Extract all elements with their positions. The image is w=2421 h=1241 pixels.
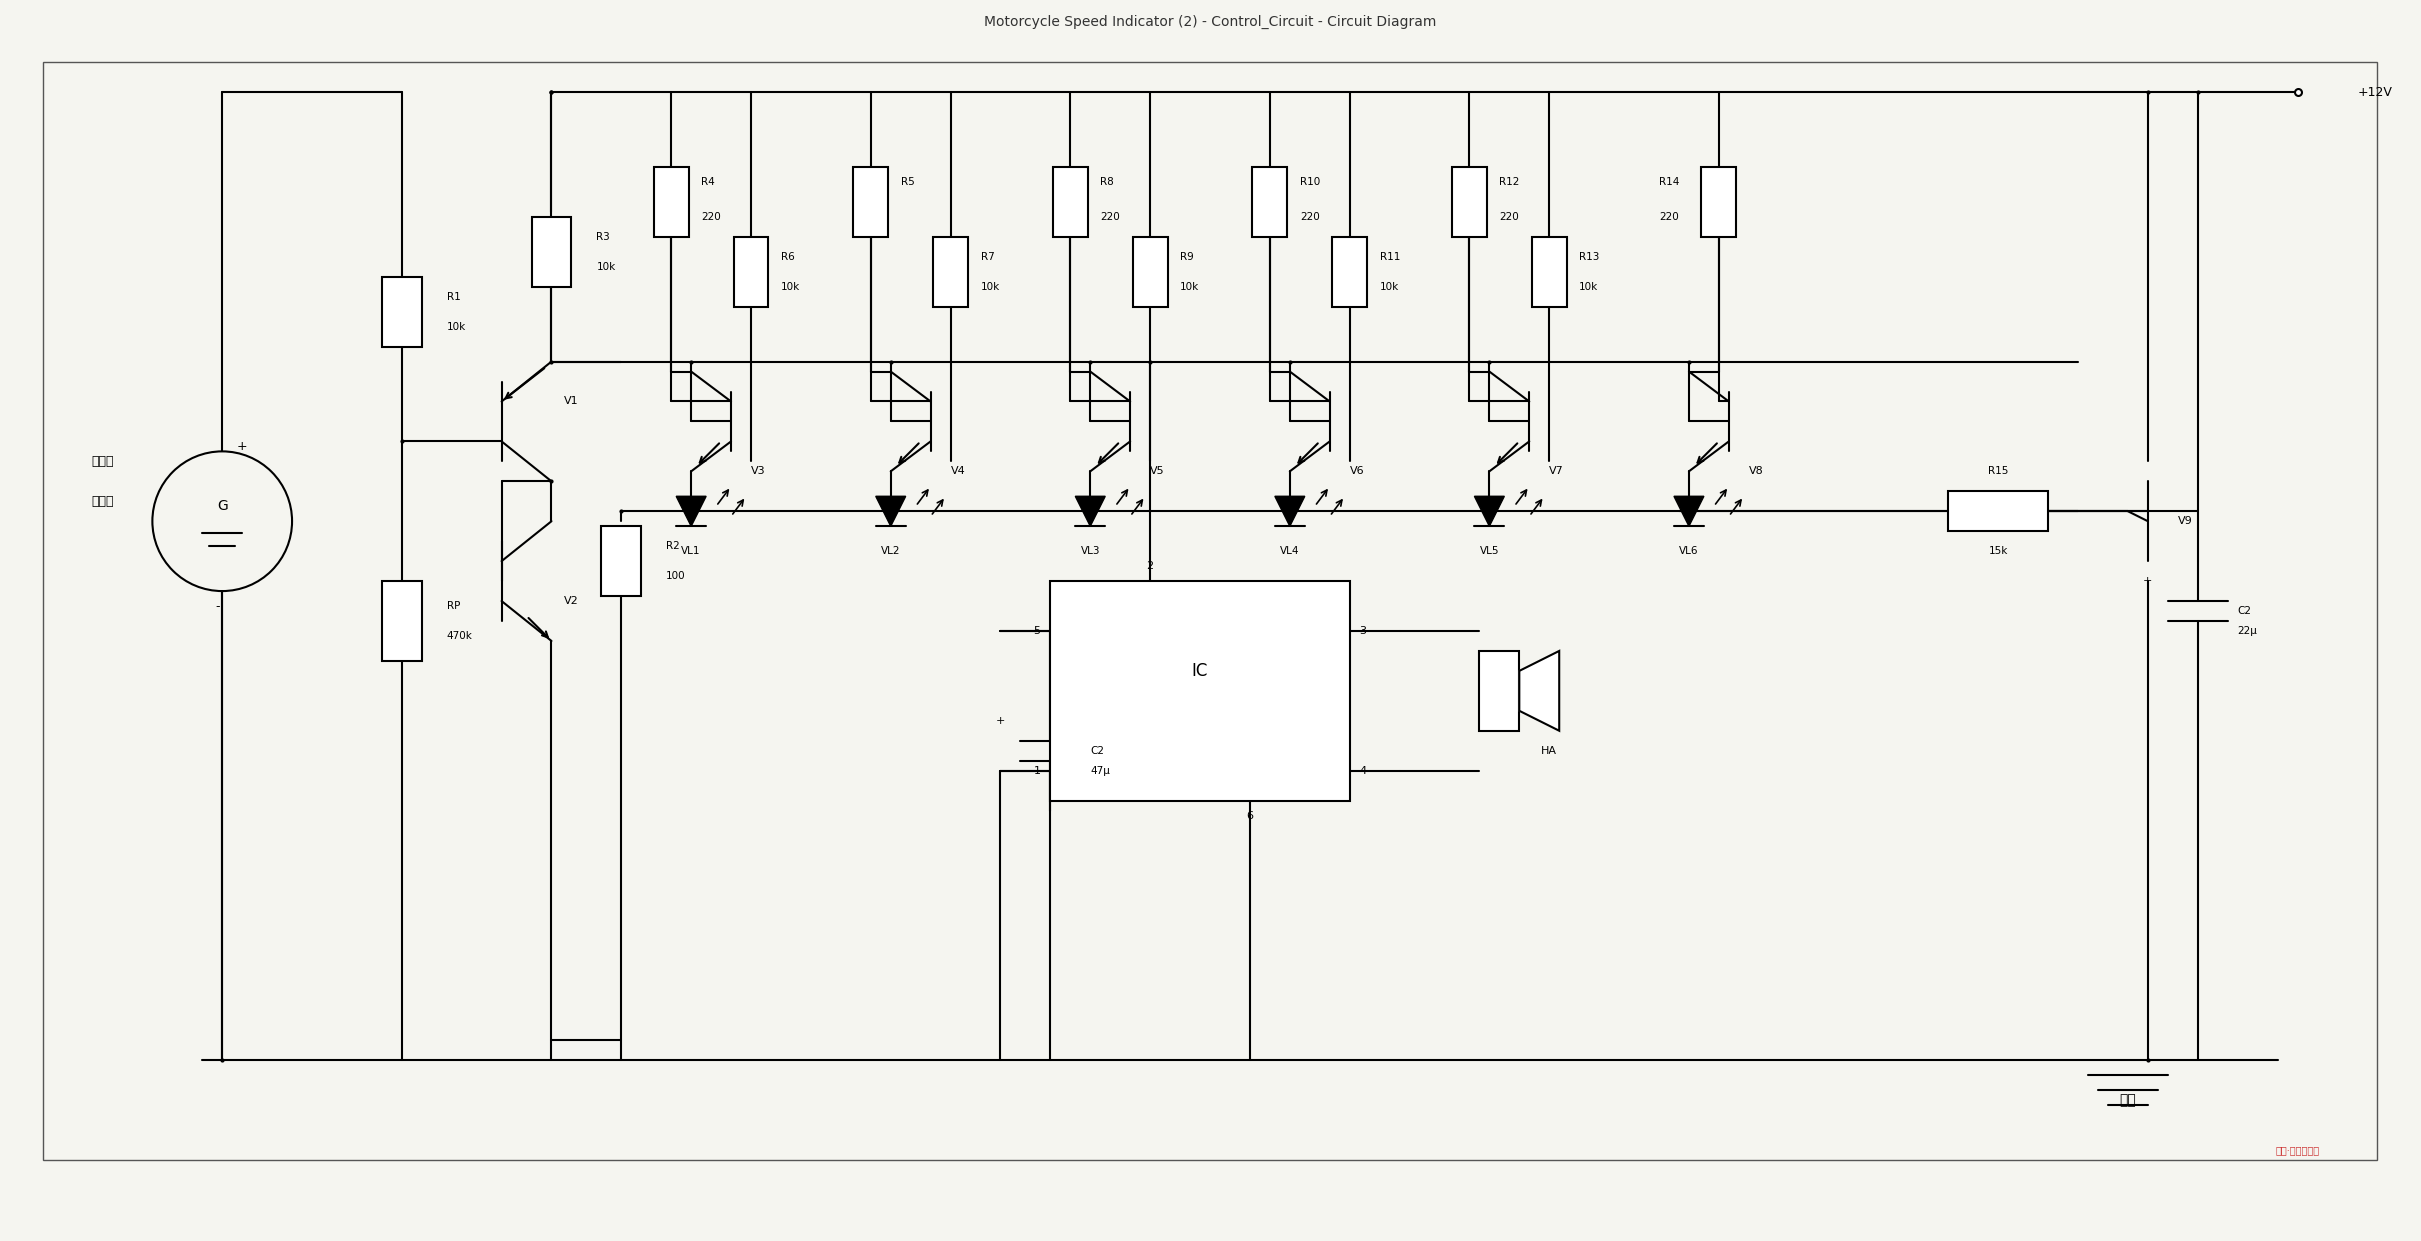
Text: 摩托车: 摩托车: [92, 455, 114, 468]
Bar: [654, 168, 688, 237]
Bar: [1332, 237, 1368, 307]
Bar: [44, 62, 2377, 1160]
Text: C2: C2: [2237, 606, 2252, 616]
Text: G: G: [218, 499, 228, 514]
Bar: [1949, 491, 2048, 531]
Text: V2: V2: [564, 596, 579, 606]
Text: V5: V5: [1150, 467, 1165, 477]
Bar: [1252, 168, 1288, 237]
Text: 搭铁: 搭铁: [2118, 1093, 2135, 1107]
Text: V9: V9: [2179, 516, 2193, 526]
Polygon shape: [1520, 652, 1559, 731]
Text: VL1: VL1: [680, 546, 702, 556]
Text: R6: R6: [782, 252, 794, 262]
Polygon shape: [1673, 496, 1704, 526]
Text: 10k: 10k: [981, 282, 1000, 292]
Text: R4: R4: [702, 177, 714, 187]
Polygon shape: [675, 496, 707, 526]
Polygon shape: [876, 496, 905, 526]
Text: +: +: [995, 716, 1005, 726]
Bar: [932, 237, 968, 307]
Bar: [1453, 168, 1486, 237]
Text: 47µ: 47µ: [1089, 766, 1111, 776]
Text: 10k: 10k: [596, 262, 615, 272]
Text: 发电机: 发电机: [92, 495, 114, 508]
Text: HA: HA: [1542, 746, 1557, 756]
Bar: [1532, 237, 1566, 307]
Bar: [383, 581, 421, 661]
Polygon shape: [1474, 496, 1503, 526]
Text: 22µ: 22µ: [2237, 625, 2256, 635]
Text: VL4: VL4: [1281, 546, 1300, 556]
Text: R9: R9: [1179, 252, 1194, 262]
Text: 10k: 10k: [782, 282, 801, 292]
Bar: [852, 168, 889, 237]
Text: 220: 220: [1099, 212, 1121, 222]
Bar: [1133, 237, 1167, 307]
Text: R1: R1: [448, 292, 460, 302]
Text: R3: R3: [596, 232, 610, 242]
Text: +: +: [2143, 576, 2152, 586]
Text: VL6: VL6: [1680, 546, 1700, 556]
Bar: [1051, 581, 1348, 800]
Text: IC: IC: [1191, 661, 1208, 680]
Bar: [1702, 168, 1736, 237]
Text: V1: V1: [564, 396, 579, 407]
Text: 220: 220: [1499, 212, 1518, 222]
Text: R12: R12: [1499, 177, 1520, 187]
Text: V7: V7: [1549, 467, 1564, 477]
Text: 220: 220: [1658, 212, 1678, 222]
Text: 维库·电子市场网: 维库·电子市场网: [2276, 1144, 2319, 1155]
Text: RP: RP: [448, 601, 460, 611]
Text: R10: R10: [1300, 177, 1319, 187]
Text: R14: R14: [1658, 177, 1680, 187]
Text: V4: V4: [951, 467, 966, 477]
Text: R7: R7: [981, 252, 995, 262]
Bar: [383, 277, 421, 346]
Text: 10k: 10k: [1179, 282, 1198, 292]
Text: VL5: VL5: [1479, 546, 1499, 556]
Text: 5: 5: [1034, 625, 1041, 635]
Text: 6: 6: [1247, 810, 1254, 820]
Text: 15k: 15k: [1988, 546, 2007, 556]
Text: R5: R5: [901, 177, 915, 187]
Text: VL2: VL2: [881, 546, 901, 556]
Polygon shape: [1520, 652, 1559, 731]
Text: 10k: 10k: [1578, 282, 1598, 292]
Text: R13: R13: [1578, 252, 1600, 262]
Text: R2: R2: [666, 541, 680, 551]
Text: VL3: VL3: [1080, 546, 1099, 556]
Text: 3: 3: [1361, 625, 1368, 635]
Text: R8: R8: [1099, 177, 1114, 187]
Text: 220: 220: [1300, 212, 1319, 222]
Text: 100: 100: [666, 571, 685, 581]
Text: +: +: [237, 439, 247, 453]
Text: V8: V8: [1748, 467, 1762, 477]
Text: C2: C2: [1089, 746, 1104, 756]
Text: V6: V6: [1348, 467, 1365, 477]
Bar: [533, 217, 571, 287]
Text: R11: R11: [1380, 252, 1399, 262]
Text: +12V: +12V: [2358, 86, 2392, 99]
Text: Motorcycle Speed Indicator (2) - Control_Circuit - Circuit Diagram: Motorcycle Speed Indicator (2) - Control…: [983, 15, 1436, 30]
Text: 4: 4: [1361, 766, 1368, 776]
Text: -: -: [215, 599, 220, 613]
Text: 470k: 470k: [448, 630, 472, 640]
Text: 2: 2: [1148, 561, 1155, 571]
Text: R15: R15: [1988, 467, 2009, 477]
Text: 220: 220: [702, 212, 721, 222]
Bar: [1479, 652, 1520, 731]
Text: 10k: 10k: [448, 321, 465, 331]
Text: 1: 1: [1034, 766, 1041, 776]
Polygon shape: [1276, 496, 1305, 526]
Polygon shape: [1075, 496, 1106, 526]
Bar: [1053, 168, 1087, 237]
Text: V3: V3: [751, 467, 765, 477]
Bar: [600, 526, 642, 596]
Bar: [734, 237, 767, 307]
Text: 10k: 10k: [1380, 282, 1399, 292]
